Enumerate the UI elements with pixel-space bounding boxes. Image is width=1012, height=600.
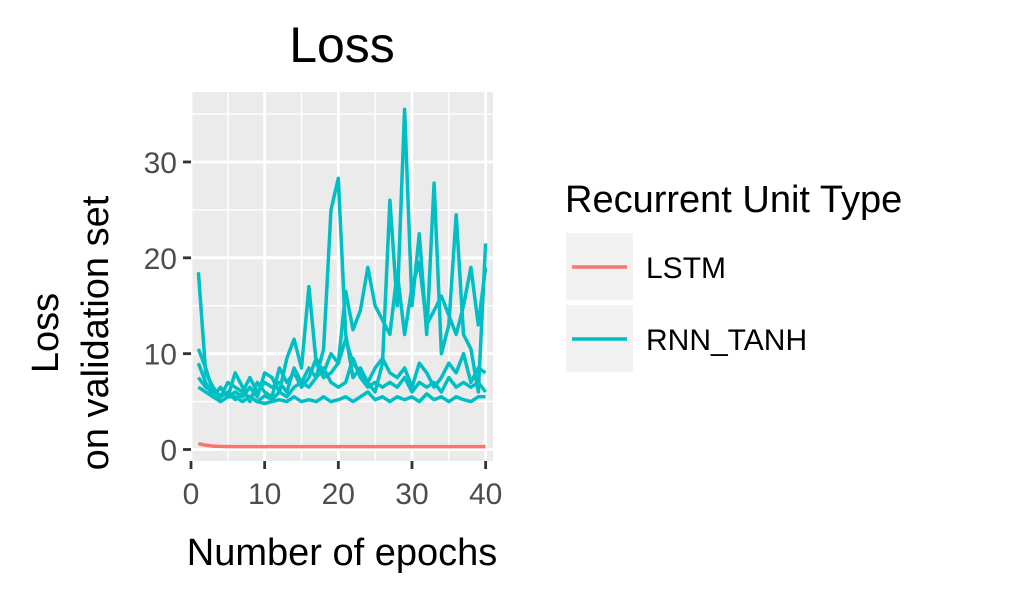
x-tick-label: 0: [183, 478, 200, 511]
series-layer: [196, 107, 488, 449]
x-tick-label: 40: [469, 478, 502, 511]
series-line-rnn-tanh-5: [197, 385, 486, 406]
chart-title: Loss: [289, 17, 395, 73]
y-axis-title-line-1: Loss: [25, 293, 67, 373]
x-tick-label: 10: [248, 478, 281, 511]
x-tick-label: 30: [395, 478, 428, 511]
series-line-lstm-0: [198, 441, 486, 449]
x-axis-title: Number of epochs: [187, 532, 498, 574]
y-tick-label: 30: [144, 147, 177, 180]
legend: Recurrent Unit Type LSTM RNN_TANH: [565, 179, 902, 372]
legend-item-rnn-tanh: RNN_TANH: [566, 305, 807, 372]
y-tick-label: 0: [160, 434, 177, 467]
x-tick-label: 20: [322, 478, 355, 511]
legend-title: Recurrent Unit Type: [565, 179, 902, 221]
y-tick-label: 10: [144, 339, 177, 372]
minor-gridlines: [191, 92, 493, 461]
series-line-rnn-tanh-3: [196, 337, 487, 404]
legend-label-lstm: LSTM: [646, 252, 726, 285]
y-axis-title-line-2: on validation set: [75, 195, 117, 470]
y-axis-title: Loss on validation set: [25, 195, 117, 470]
legend-item-lstm: LSTM: [566, 233, 726, 300]
y-axis: 0 10 20 30: [144, 147, 191, 467]
x-axis: 0 10 20 30 40: [183, 461, 502, 511]
y-tick-label: 20: [144, 243, 177, 276]
series-line-rnn-tanh-4: [197, 356, 487, 399]
legend-label-rnn-tanh: RNN_TANH: [646, 324, 807, 357]
